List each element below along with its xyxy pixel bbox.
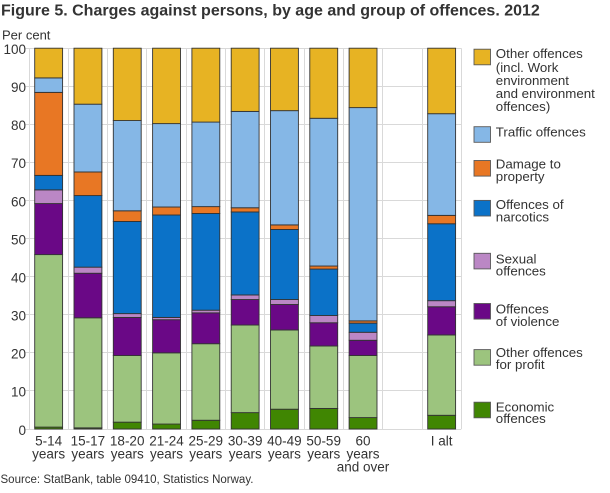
svg-text:21-24: 21-24 bbox=[149, 433, 184, 448]
svg-text:80: 80 bbox=[11, 118, 26, 133]
svg-text:offences: offences bbox=[496, 411, 546, 426]
svg-text:20: 20 bbox=[11, 347, 26, 362]
svg-text:90: 90 bbox=[11, 80, 26, 95]
svg-text:Other offences: Other offences bbox=[496, 345, 583, 360]
svg-text:and over: and over bbox=[337, 460, 390, 475]
svg-text:years: years bbox=[346, 447, 379, 462]
svg-text:(incl. Work: (incl. Work bbox=[496, 60, 559, 75]
svg-text:Offences of: Offences of bbox=[496, 197, 564, 212]
svg-text:years: years bbox=[32, 447, 65, 462]
svg-text:environment: environment bbox=[496, 73, 569, 88]
svg-text:Source: StatBank, table 09410,: Source: StatBank, table 09410, Statistic… bbox=[1, 474, 254, 486]
svg-text:years: years bbox=[307, 447, 340, 462]
svg-text:years: years bbox=[268, 447, 301, 462]
svg-text:60: 60 bbox=[355, 433, 370, 448]
svg-text:Damage to: Damage to bbox=[496, 157, 561, 172]
svg-text:25-29: 25-29 bbox=[189, 433, 224, 448]
svg-text:years: years bbox=[150, 447, 183, 462]
svg-text:and environment: and environment bbox=[496, 86, 595, 101]
svg-text:40: 40 bbox=[11, 271, 26, 286]
svg-text:Traffic offences: Traffic offences bbox=[496, 124, 586, 139]
svg-text:property: property bbox=[496, 169, 545, 184]
svg-text:50: 50 bbox=[11, 232, 26, 247]
svg-text:30: 30 bbox=[11, 309, 26, 324]
svg-text:Economic: Economic bbox=[496, 400, 555, 415]
svg-text:70: 70 bbox=[11, 156, 26, 171]
svg-text:0: 0 bbox=[18, 423, 26, 438]
svg-text:Other offences: Other offences bbox=[496, 46, 583, 61]
svg-text:narcotics: narcotics bbox=[496, 210, 550, 225]
svg-text:years: years bbox=[111, 447, 144, 462]
svg-text:Offences: Offences bbox=[496, 302, 549, 317]
svg-text:5-14: 5-14 bbox=[35, 433, 63, 448]
svg-text:Figure 5. Charges against pers: Figure 5. Charges against persons, by ag… bbox=[1, 3, 540, 20]
svg-text:for profit: for profit bbox=[496, 357, 545, 372]
svg-text:years: years bbox=[189, 447, 222, 462]
svg-text:10: 10 bbox=[11, 385, 26, 400]
svg-text:60: 60 bbox=[11, 194, 26, 209]
svg-text:years: years bbox=[71, 447, 104, 462]
svg-text:30-39: 30-39 bbox=[228, 433, 263, 448]
svg-text:40-49: 40-49 bbox=[267, 433, 302, 448]
svg-text:Sexual: Sexual bbox=[496, 251, 537, 266]
svg-text:years: years bbox=[229, 447, 262, 462]
svg-text:of violence: of violence bbox=[496, 314, 560, 329]
svg-text:I alt: I alt bbox=[431, 433, 453, 448]
svg-text:18-20: 18-20 bbox=[110, 433, 145, 448]
svg-text:15-17: 15-17 bbox=[71, 433, 106, 448]
svg-text:offences: offences bbox=[496, 264, 546, 279]
svg-text:50-59: 50-59 bbox=[306, 433, 341, 448]
svg-text:offences): offences) bbox=[496, 99, 550, 114]
svg-text:100: 100 bbox=[3, 42, 26, 57]
svg-text:Per cent: Per cent bbox=[2, 27, 51, 42]
